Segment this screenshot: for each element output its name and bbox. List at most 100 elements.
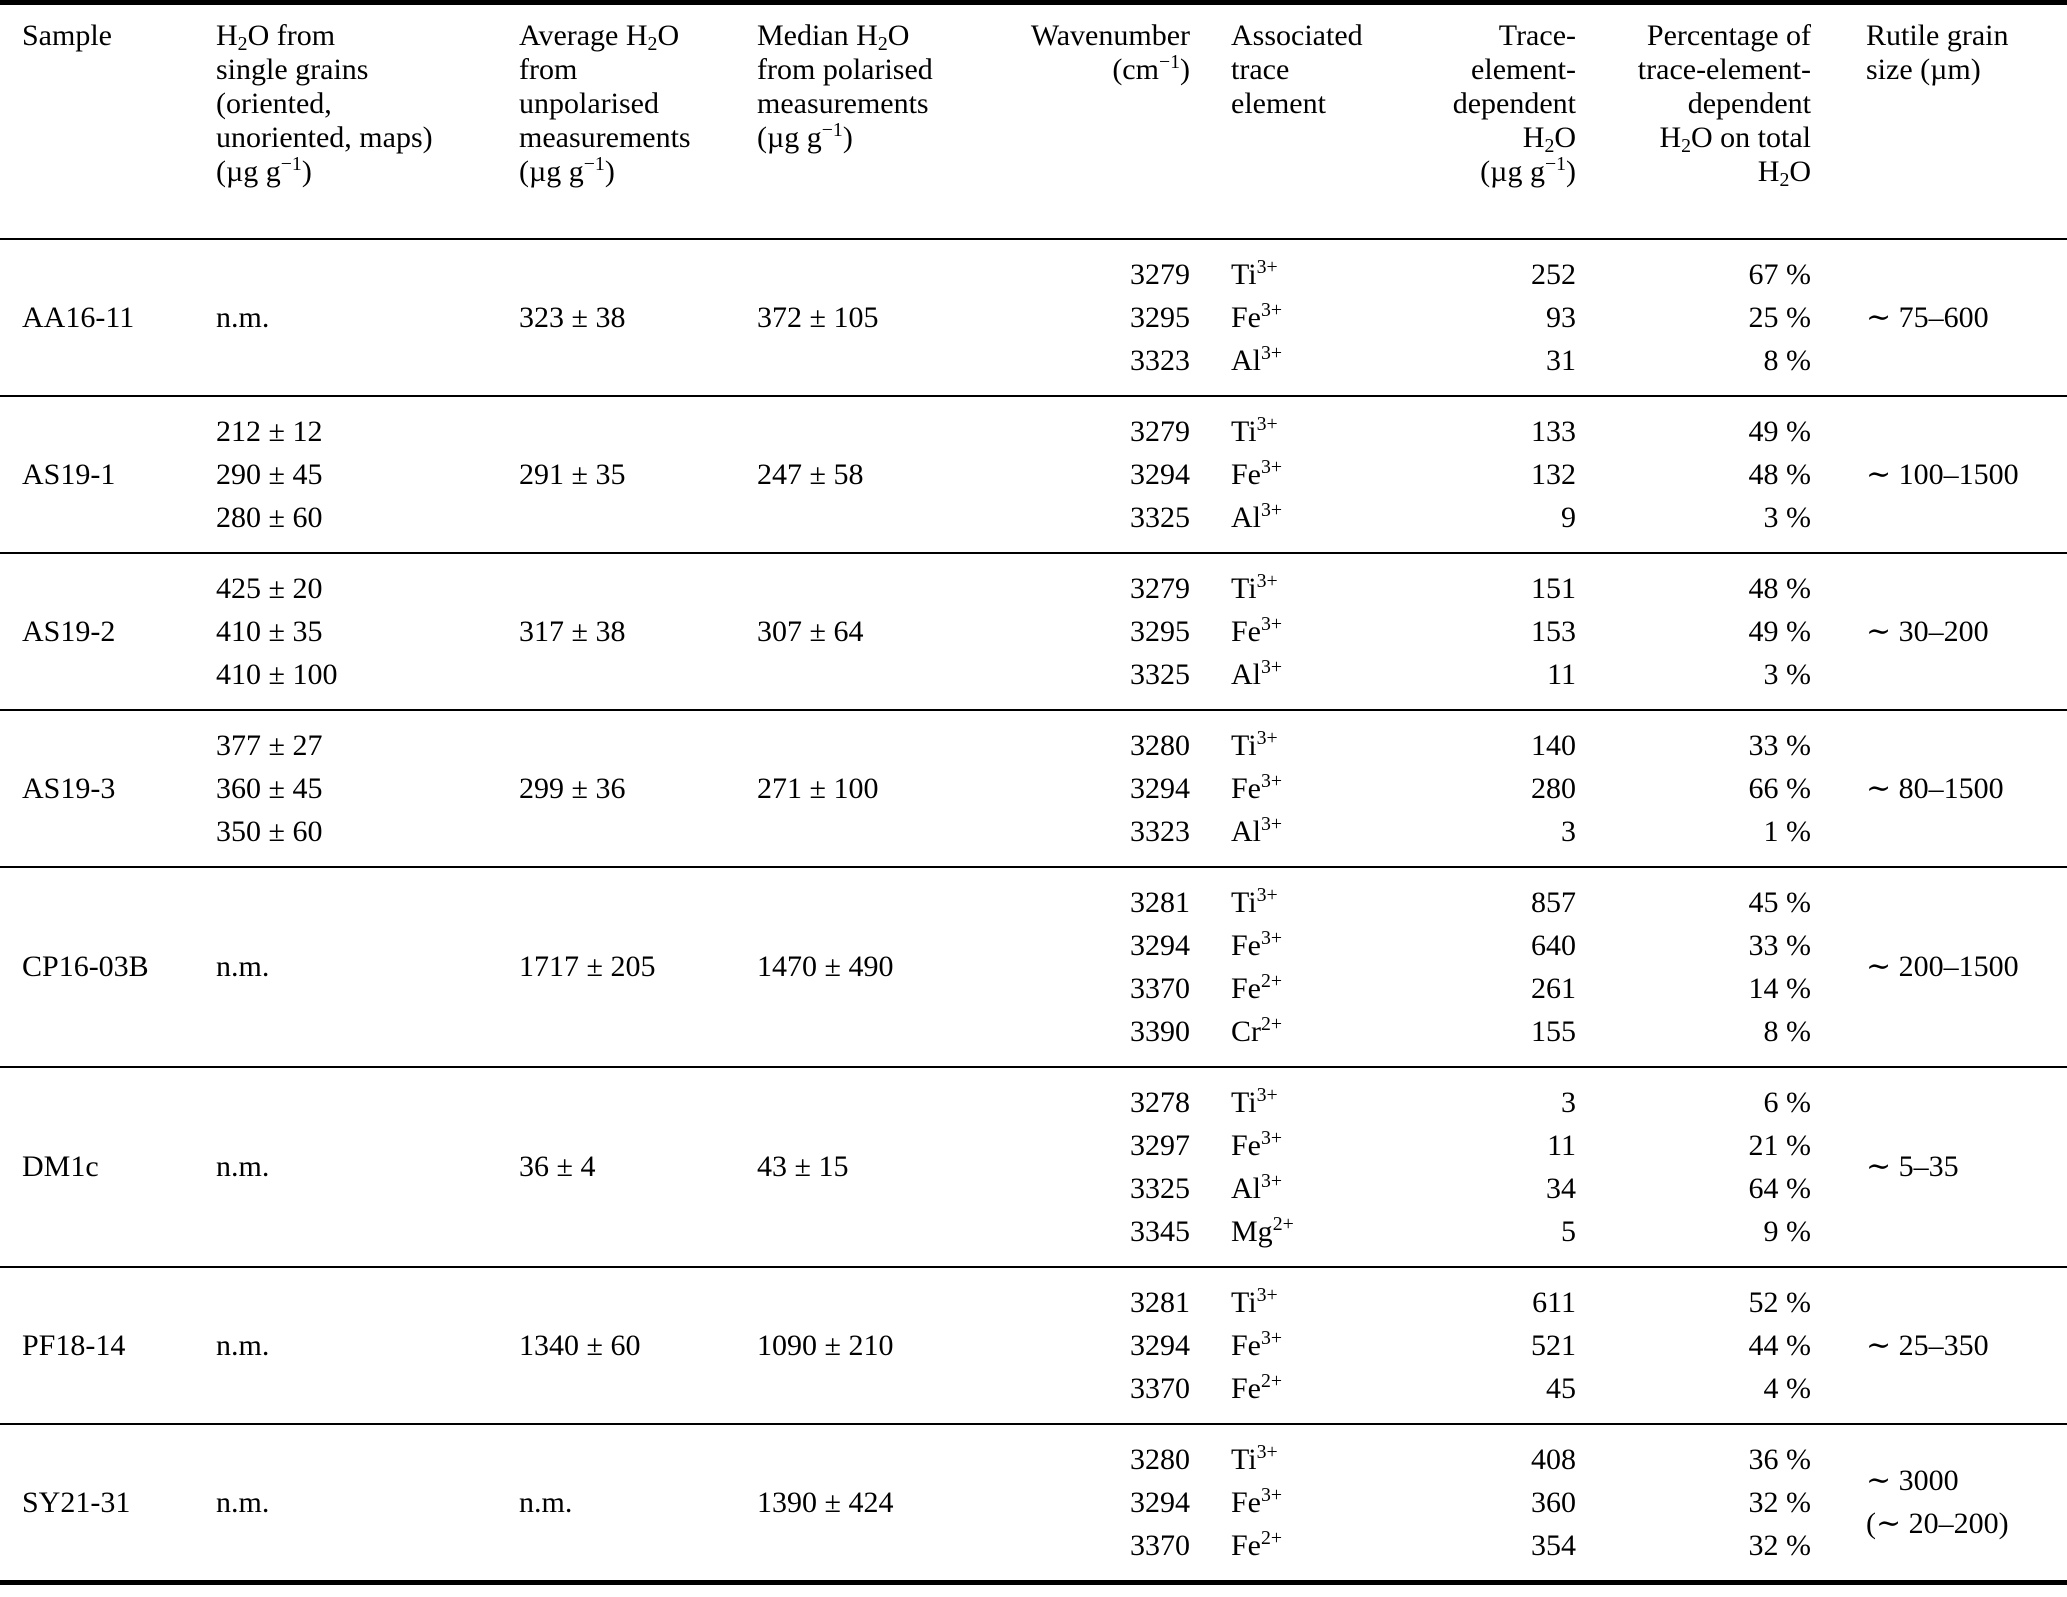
wavenumber-value: 3280 <box>1130 728 1190 762</box>
percent-total-value: 14 % <box>1748 971 1812 1005</box>
peak-row: AS19-1 212 ± 12 290 ± 45 280 ± 60 291 ± 35 24… <box>0 396 2067 534</box>
grain-size-value: ∼ 200–1500 <box>1866 950 2019 983</box>
percent-total-value: 67 % <box>1748 257 1812 291</box>
median-h2o-value: 1470 ± 490 <box>757 950 894 983</box>
peak-row: SY21-31 n.m. n.m. 1390 ± 424 3280 Ti3+ 408 36 %… <box>0 1424 2067 1540</box>
wavenumber-value: 3390 <box>1130 1014 1190 1048</box>
percent-total-value: 52 % <box>1748 1285 1812 1319</box>
grain-size-value: ∼ 25–350 <box>1866 1328 1989 1362</box>
percent-total-value: 45 % <box>1748 885 1812 919</box>
sample-name: AS19-3 <box>22 771 116 805</box>
sample-name: AS19-2 <box>22 614 116 648</box>
trace-element-value: Al3+ <box>1231 341 1283 377</box>
percent-total-value: 64 % <box>1748 1171 1812 1205</box>
average-h2o-value: 36 ± 4 <box>519 1150 596 1183</box>
col-header-grain-size: Rutile grain size (µm) <box>1866 19 2009 86</box>
trace-h2o-value: 261 <box>1531 971 1576 1005</box>
single-grain-values: n.m. <box>216 1485 270 1519</box>
median-h2o-value: 1390 ± 424 <box>757 1485 894 1519</box>
trace-element-value: Cr2+ <box>1231 1012 1283 1048</box>
average-h2o-value: 1340 ± 60 <box>519 1328 641 1362</box>
trace-h2o-value: 31 <box>1546 343 1576 377</box>
trace-h2o-value: 3 <box>1561 1085 1576 1119</box>
wavenumber-value: 3294 <box>1130 1485 1190 1519</box>
grain-size-value: ∼ 75–600 <box>1866 300 1989 334</box>
trace-h2o-value: 151 <box>1531 571 1576 605</box>
peak-row: 3370 Fe2+ 45 4 % <box>0 1367 2067 1424</box>
trace-element-value: Fe3+ <box>1231 1483 1283 1519</box>
trace-h2o-value: 45 <box>1546 1371 1576 1405</box>
sample-block: AA16-11 n.m. 323 ± 38 372 ± 105 3279 Ti3+ 252 6… <box>0 238 2067 396</box>
peak-row: AA16-11 n.m. 323 ± 38 372 ± 105 3279 Ti3+ 252 6… <box>0 239 2067 334</box>
average-h2o-value: 291 ± 35 <box>519 457 626 491</box>
peak-row: 3325 Al3+ 34 64 % <box>0 1167 2067 1210</box>
wavenumber-value: 3370 <box>1130 1528 1190 1562</box>
trace-h2o-value: 521 <box>1531 1328 1576 1362</box>
trace-h2o-value: 5 <box>1561 1214 1576 1248</box>
header-row: Sample H2O from single grains (oriented, uno… <box>0 3 2067 239</box>
wavenumber-value: 3297 <box>1130 1128 1190 1162</box>
peak-row: DM1c n.m. 36 ± 4 43 ± 15 3278 Ti3+ 3 6 % ∼ 5–35 <box>0 1067 2067 1183</box>
wavenumber-value: 3278 <box>1130 1085 1190 1119</box>
wavenumber-value: 3345 <box>1130 1214 1190 1248</box>
col-header-average-unpolarised: Average H2O from unpolarised measurements (µ… <box>519 19 691 188</box>
trace-element-value: Al3+ <box>1231 655 1283 691</box>
trace-h2o-value: 252 <box>1531 257 1576 291</box>
trace-h2o-value: 354 <box>1531 1528 1576 1562</box>
grain-size-value: ∼ 100–1500 <box>1866 457 2019 491</box>
wavenumber-value: 3325 <box>1130 500 1190 534</box>
peak-row: 3370 Fe2+ 354 32 % <box>0 1524 2067 1583</box>
grain-size-value: ∼ 30–200 <box>1866 614 1989 648</box>
single-grain-values: n.m. <box>216 1150 270 1183</box>
peak-row: PF18-14 n.m. 1340 ± 60 1090 ± 210 3281 Ti3+ 61… <box>0 1267 2067 1362</box>
percent-total-value: 48 % <box>1748 457 1812 491</box>
percent-total-value: 49 % <box>1748 614 1812 648</box>
trace-element-value: Fe2+ <box>1231 1526 1283 1562</box>
average-h2o-value: 1717 ± 205 <box>519 950 656 983</box>
col-header-percent-total: Percentage of trace-element-dependent H2O … <box>1637 19 1811 191</box>
trace-element-value: Fe3+ <box>1231 1126 1283 1162</box>
trace-element-value: Mg2+ <box>1231 1212 1294 1248</box>
percent-total-value: 33 % <box>1748 928 1812 962</box>
percent-total-value: 3 % <box>1763 500 1812 534</box>
trace-h2o-value: 11 <box>1547 657 1576 691</box>
sample-name: CP16-03B <box>22 950 149 983</box>
percent-total-value: 3 % <box>1763 657 1812 691</box>
percent-total-value: 49 % <box>1748 414 1812 448</box>
wavenumber-value: 3279 <box>1130 414 1190 448</box>
sample-name: AS19-1 <box>22 457 116 491</box>
col-header-median-polarised: Median H2O from polarised measurements (µg … <box>757 19 933 154</box>
percent-total-value: 66 % <box>1748 771 1812 805</box>
peak-row: 3390 Cr2+ 155 8 % <box>0 1010 2067 1067</box>
wavenumber-value: 3295 <box>1130 614 1190 648</box>
peak-row: 3325 Al3+ 11 3 % <box>0 653 2067 710</box>
peak-row: 3323 Al3+ 31 8 % <box>0 339 2067 396</box>
trace-element-value: Fe3+ <box>1231 612 1283 648</box>
trace-element-value: Ti3+ <box>1231 726 1278 762</box>
grain-size-value: ∼ 3000 (∼ 20–200) <box>1866 1464 2009 1540</box>
trace-h2o-value: 857 <box>1531 885 1576 919</box>
trace-element-value: Ti3+ <box>1231 255 1278 291</box>
single-grain-values: 377 ± 27 360 ± 45 350 ± 60 <box>216 728 323 848</box>
trace-element-value: Al3+ <box>1231 1169 1283 1205</box>
sample-block: AS19-1 212 ± 12 290 ± 45 280 ± 60 291 ± 35 24… <box>0 395 2067 553</box>
trace-h2o-value: 3 <box>1561 814 1576 848</box>
col-header-sample: Sample <box>22 19 112 52</box>
percent-total-value: 32 % <box>1748 1485 1812 1519</box>
grain-size-value: ∼ 80–1500 <box>1866 771 2004 805</box>
percent-total-value: 8 % <box>1763 1014 1812 1048</box>
trace-element-value: Fe3+ <box>1231 298 1283 334</box>
trace-h2o-value: 280 <box>1531 771 1576 805</box>
average-h2o-value: n.m. <box>519 1485 573 1519</box>
sample-block: CP16-03B n.m. 1717 ± 205 1470 ± 490 3281 Ti3+… <box>0 866 2067 1067</box>
wavenumber-value: 3295 <box>1130 300 1190 334</box>
table-header: Sample H2O from single grains (oriented, uno… <box>0 3 2067 239</box>
trace-element-value: Ti3+ <box>1231 1083 1278 1119</box>
wavenumber-value: 3370 <box>1130 1371 1190 1405</box>
sample-block: AS19-2 425 ± 20 410 ± 35 410 ± 100 317 ± 38 3… <box>0 552 2067 710</box>
wavenumber-value: 3294 <box>1130 928 1190 962</box>
peak-row: 3295 Fe3+ 153 49 % <box>0 610 2067 653</box>
trace-element-value: Ti3+ <box>1231 883 1278 919</box>
grain-size-value: ∼ 5–35 <box>1866 1150 1959 1183</box>
peak-row: 3345 Mg2+ 5 9 % <box>0 1210 2067 1267</box>
